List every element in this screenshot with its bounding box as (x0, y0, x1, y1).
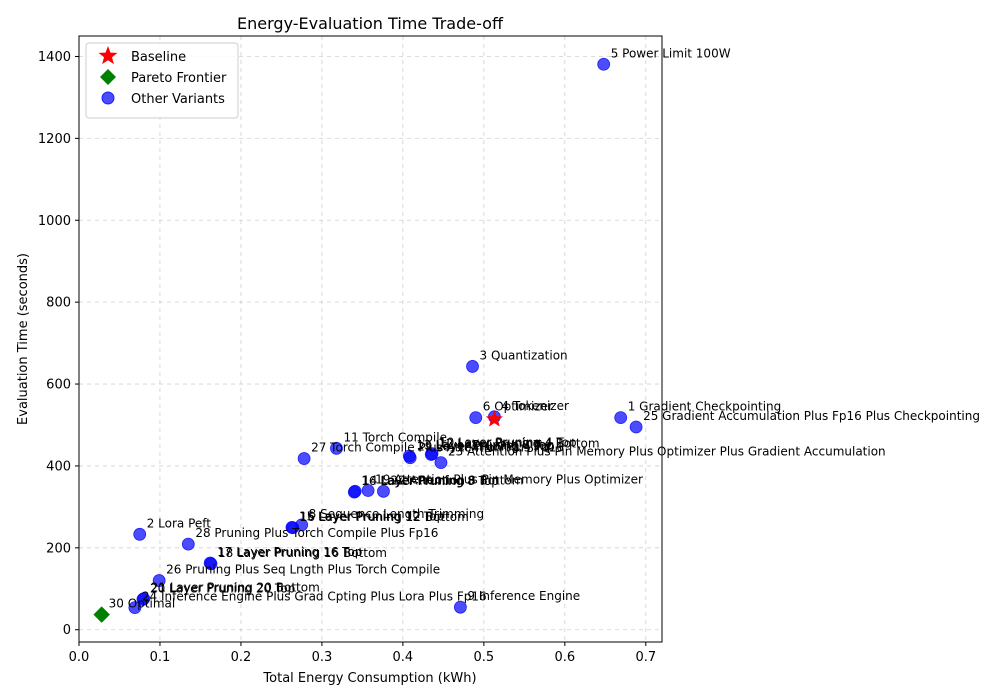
legend-star-icon (98, 46, 118, 65)
point-label: 2 Lora Peft (147, 516, 212, 530)
plot-frame (78, 35, 663, 643)
point-label: 27 Torch Compile Plus Attention Plus Fp1… (311, 441, 564, 455)
y-axis-label: Evaluation Time (seconds) (16, 253, 31, 425)
x-tick-label: 0.2 (231, 650, 252, 665)
legend-circle-icon (101, 91, 115, 105)
point-label: 15 Layer Pruning 12 Top (299, 509, 444, 523)
x-axis-label: Total Energy Consumption (kWh) (262, 671, 476, 686)
point-label: 29 Layer Pruning 4 Top (417, 440, 555, 454)
y-tick-label: 800 (46, 296, 71, 311)
variant-point (133, 527, 147, 541)
legend: Baseline Pareto Frontier Other Variants (85, 42, 239, 119)
legend-label: Pareto Frontier (131, 71, 227, 86)
point-label: 9 Inference Engine (467, 589, 580, 603)
point-label: 8 Sequence Length Trimming (309, 507, 484, 521)
point-label: 11 Torch Compile (343, 430, 446, 444)
y-tick-label: 1200 (38, 132, 71, 147)
x-tick-label: 0.5 (474, 650, 495, 665)
variant-point (137, 592, 151, 605)
x-tick-label: 0.3 (312, 650, 333, 665)
point-label: 4 Tokenizer (501, 399, 569, 413)
point-annotations: 1 Gradient Checkpointing 2 Lora Peft 3 Qua… (109, 46, 980, 610)
y-axis-ticks: 0 200 400 600 800 1000 1200 1400 (38, 50, 79, 638)
point-label: 23 Attention Plus Pin Memory Plus Optimi… (448, 445, 886, 459)
legend-box (85, 42, 239, 119)
x-tick-label: 0.7 (635, 650, 656, 665)
legend-label: Baseline (131, 50, 186, 65)
variant-point (597, 57, 611, 71)
variant-point (204, 557, 218, 571)
variant-point (466, 360, 479, 373)
pareto-point (93, 606, 111, 623)
point-label: 28 Pruning Plus Torch Compile Plus Fp16 (195, 526, 438, 540)
variant-point (614, 411, 628, 425)
point-label: 22 Attention (390, 473, 464, 487)
point-label: 3 Quantization (480, 348, 568, 362)
variant-point (128, 601, 142, 615)
x-tick-label: 0.6 (554, 650, 575, 665)
point-label: 17 Layer Pruning 16 Top (217, 545, 362, 559)
x-tick-label: 0.0 (69, 650, 90, 665)
variant-point (361, 484, 375, 497)
variant-point (424, 448, 438, 461)
point-label: 1 Gradient Checkpointing (628, 400, 782, 414)
point-label: 6 Optimizer (483, 400, 553, 414)
variant-point (469, 411, 483, 425)
variant-point (347, 485, 361, 499)
point-label: 19 Attention Plus Pin Memory Plus Optimi… (375, 473, 643, 487)
y-tick-label: 600 (46, 378, 71, 393)
point-label: 21 Layer Pruning 20 Bottom (151, 581, 320, 595)
legend-diamond-icon (100, 69, 116, 85)
chart-title: Energy-Evaluation Time Trade-off (237, 14, 504, 33)
point-label: 13 Layer Pruning 8 Top (416, 438, 554, 452)
point-label: 14 Layer Pruning 8 Bottom (362, 473, 523, 487)
point-label: 25 Gradient Accumulation Plus Fp16 Plus … (643, 409, 980, 423)
variant-point (297, 452, 311, 465)
point-label: 20 Layer Pruning 20 Top (150, 581, 295, 595)
data-points (93, 57, 643, 623)
y-tick-label: 0 (63, 623, 71, 638)
point-label: 16 Layer Pruning 12 Bottom (300, 510, 469, 524)
point-label: 18 Layer Pruning 16 Bottom (218, 546, 387, 560)
point-label: 16 Layer Pruning 8 Top (361, 474, 499, 488)
variant-point (434, 456, 448, 470)
variant-point (152, 574, 166, 587)
y-tick-label: 200 (46, 541, 71, 556)
variant-point (377, 484, 390, 498)
variant-point (403, 451, 417, 465)
x-tick-label: 0.1 (150, 650, 171, 665)
variant-point (629, 420, 643, 434)
point-label: 5 Power Limit 100W (611, 46, 731, 60)
point-label: 10 Layer Pruning 4 Top (439, 436, 577, 450)
y-tick-label: 400 (46, 459, 71, 474)
point-label: 26 Pruning Plus Seq Lngth Plus Torch Com… (166, 563, 440, 577)
legend-items: Baseline Pareto Frontier Other Variants (98, 46, 227, 107)
variant-point (286, 521, 300, 535)
legend-label: Other Variants (131, 92, 225, 107)
point-label: 30 Optimal (109, 597, 176, 611)
point-label: 12 Layer Pruning 4 Bottom (438, 436, 599, 450)
y-tick-label: 1400 (38, 50, 71, 65)
variant-point (181, 537, 195, 551)
variant-point (330, 441, 343, 455)
x-tick-label: 0.4 (393, 650, 414, 665)
y-tick-label: 1000 (38, 214, 71, 229)
baseline-point (485, 410, 504, 427)
variant-point (453, 600, 467, 614)
point-label: 24 Inference Engine Plus Grad Cpting Plu… (142, 590, 487, 604)
x-axis-ticks: 0.0 0.1 0.2 0.3 0.4 0.5 0.6 0.7 (69, 642, 656, 665)
